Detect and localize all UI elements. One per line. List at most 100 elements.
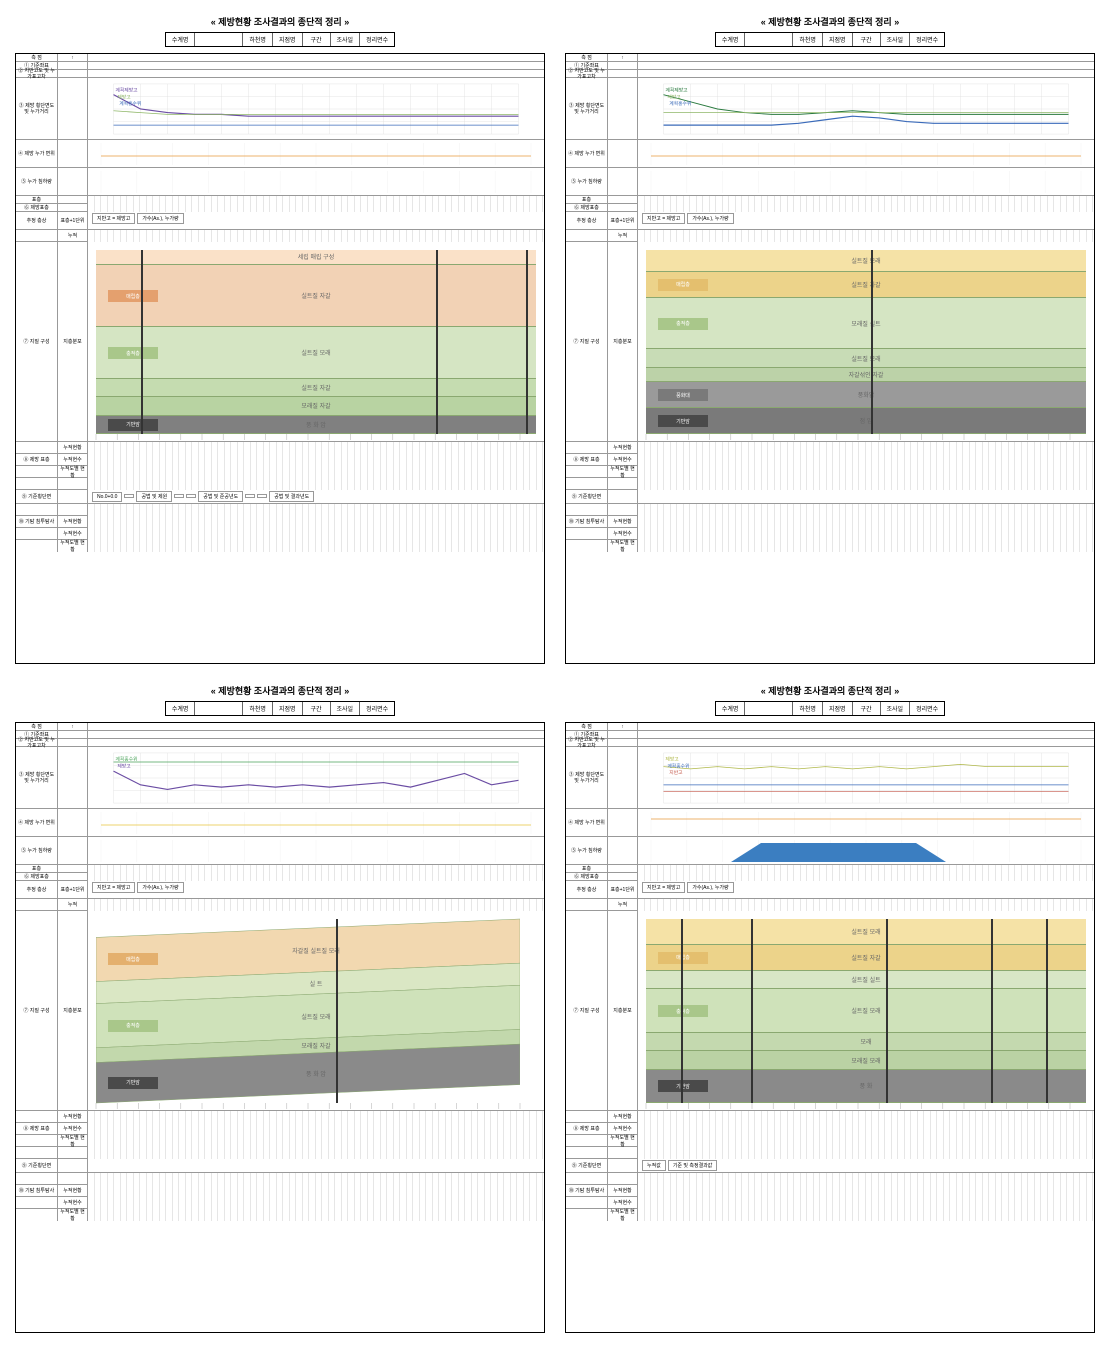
row-label: ⑤ 누가 침하량 bbox=[16, 837, 58, 864]
svg-text:계획제방고: 계획제방고 bbox=[665, 87, 688, 94]
sub-label: 지층분포 bbox=[608, 911, 638, 1110]
notes-row: 지반고 = 제방고가수(As.), 누가량 bbox=[88, 212, 544, 229]
sub-label: 누적도별 현황 bbox=[608, 540, 638, 552]
borehole bbox=[751, 919, 753, 1103]
geo-legend: 기반암 bbox=[658, 1080, 708, 1092]
row-label: ④ 제방 누가 변위 bbox=[16, 140, 58, 167]
geo-layer-label: 모래질 자갈 bbox=[96, 1039, 536, 1054]
sub-label: 누적현수 bbox=[608, 528, 638, 539]
note-box bbox=[257, 494, 267, 498]
header-cell: 정리면수 bbox=[360, 702, 394, 715]
grid-strip bbox=[88, 899, 544, 911]
note-box: 가수(As.), 누가량 bbox=[137, 882, 183, 893]
borehole bbox=[336, 919, 338, 1103]
grid-strip bbox=[638, 504, 1094, 516]
row-label: ⑧ 제방 표층 bbox=[16, 1123, 58, 1134]
header-row: 수계명하천명지점명구간조사일정리면수 bbox=[565, 32, 1095, 47]
sub-label: 누적도별 현황 bbox=[608, 1209, 638, 1221]
note-box: 공법 및 제원 bbox=[136, 491, 172, 502]
header-row: 수계명하천명지점명구간조사일정리면수 bbox=[565, 701, 1095, 716]
row-label: 표층 bbox=[566, 196, 608, 203]
geo-layer: 모래질 실트 bbox=[646, 298, 1086, 350]
grid-strip bbox=[88, 1209, 544, 1221]
sub-label: 누적현황 bbox=[58, 1185, 88, 1196]
header-cell: 조사일 bbox=[331, 702, 361, 715]
grid-strip bbox=[88, 466, 544, 478]
row-label: ⑩ 기탐 침투탐사 bbox=[16, 1185, 58, 1196]
header-cell: 수계명 bbox=[166, 702, 196, 715]
geo-layer: 풍화암 bbox=[646, 382, 1086, 408]
geology-section: 실트질 모래실트질 자갈매립층실트질 실트실트질 모래충적층모래모래질 모래풍 … bbox=[638, 911, 1094, 1111]
row-label: ⑤ 누가 침하량 bbox=[566, 837, 608, 864]
sub-label: 누적도별 현황 bbox=[58, 540, 88, 552]
row-label: ② 지반고도 및 누가표고차 bbox=[16, 70, 58, 77]
geo-layer: 자갈섞인 자갈 bbox=[646, 368, 1086, 383]
sub-label: 누적현수 bbox=[58, 1123, 88, 1134]
panel-title: « 제방현황 조사결과의 종단적 정리 » bbox=[15, 15, 545, 28]
sub-label: ↑ bbox=[58, 723, 88, 730]
header-cell: 정리면수 bbox=[360, 33, 394, 46]
geo-layer: 풍 화 bbox=[646, 1070, 1086, 1103]
header-cell: 하천명 bbox=[793, 33, 823, 46]
geo-layer: 실트질 자갈 bbox=[96, 379, 536, 397]
row-label: 추정 층상 bbox=[16, 212, 58, 229]
header-cell: 하천명 bbox=[243, 702, 273, 715]
sub-label: ↑ bbox=[58, 54, 88, 61]
header-cell: 하천명 bbox=[793, 702, 823, 715]
geo-legend: 매립층 bbox=[108, 290, 158, 302]
sub-label: 누적 bbox=[58, 899, 88, 910]
note-box: 공법 및 결과년도 bbox=[269, 491, 314, 502]
grid-strip bbox=[638, 1147, 1094, 1159]
sub-label: 누적현황 bbox=[608, 1185, 638, 1196]
borehole bbox=[681, 919, 683, 1103]
note-box: No.0+0.0 bbox=[92, 492, 122, 502]
borehole bbox=[436, 250, 438, 434]
note-box: 가수(As.), 누가량 bbox=[137, 213, 183, 224]
row-label: ③ 제방 횡단면도 및 누가거리 bbox=[16, 747, 58, 808]
note-box: 누적값 bbox=[642, 1160, 666, 1171]
header-cell: 지점명 bbox=[273, 702, 303, 715]
grid-strip bbox=[638, 1123, 1094, 1135]
svg-text:지반고: 지반고 bbox=[669, 769, 683, 776]
sub-label: 표층+1단위 bbox=[608, 212, 638, 229]
grid-strip bbox=[638, 899, 1094, 911]
elevation-chart: 계획제방고제방고계획홍수위 bbox=[638, 78, 1094, 140]
notes-row: 지반고 = 제방고가수(As.), 누가량 bbox=[88, 881, 544, 898]
note-box bbox=[245, 494, 255, 498]
grid-strip bbox=[88, 442, 544, 454]
svg-text:제방고: 제방고 bbox=[667, 93, 681, 100]
row-label: ⑧ 제방 표층 bbox=[566, 454, 608, 465]
grid-strip bbox=[88, 204, 544, 212]
sub-label: 누적현수 bbox=[608, 1197, 638, 1208]
settlement-chart bbox=[88, 837, 544, 865]
displacement-chart bbox=[88, 809, 544, 837]
sub-label: 표층+1단위 bbox=[58, 881, 88, 898]
row-label: ⑦ 지질 구성 bbox=[566, 911, 608, 1110]
grid-strip bbox=[638, 540, 1094, 552]
row-label: ⑩ 기탐 침투탐사 bbox=[566, 516, 608, 527]
sub-label: 누적현황 bbox=[608, 442, 638, 453]
grid-strip bbox=[638, 1173, 1094, 1185]
sub-label: 누적현수 bbox=[58, 454, 88, 465]
sub-label: 표층+1단위 bbox=[58, 212, 88, 229]
geo-layer: 실트질 실트 bbox=[646, 971, 1086, 989]
panel-p3: « 제방현황 조사결과의 종단적 정리 » 수계명하천명지점명구간조사일정리면수… bbox=[15, 684, 545, 1333]
grid-strip bbox=[88, 1111, 544, 1123]
row-label bbox=[566, 442, 608, 453]
geo-layer: 실트질 모래 bbox=[96, 327, 536, 379]
geo-layer: 모래질 모래 bbox=[646, 1051, 1086, 1069]
geo-layer: 실트질 모래 bbox=[646, 250, 1086, 272]
svg-text:계획홍수위: 계획홍수위 bbox=[669, 100, 691, 107]
borehole bbox=[526, 250, 528, 434]
sub-label: 누적도별 현황 bbox=[58, 1135, 88, 1146]
sub-label: 누적현수 bbox=[608, 1123, 638, 1134]
borehole bbox=[991, 919, 993, 1103]
sheet: 측 점↑ ① 기준좌표 ② 지반고도 및 누가표고차 ③ 제방 횡단면도 및 누… bbox=[565, 722, 1095, 1333]
row-label: ⑥ 제방표층 bbox=[16, 204, 58, 211]
note-box bbox=[174, 494, 184, 498]
grid-strip bbox=[638, 865, 1094, 873]
row-label: ③ 제방 횡단면도 및 누가거리 bbox=[566, 78, 608, 139]
grid-strip bbox=[638, 442, 1094, 454]
row-label: ④ 제방 누가 변위 bbox=[566, 809, 608, 836]
row-label: ⑦ 지질 구성 bbox=[16, 242, 58, 441]
